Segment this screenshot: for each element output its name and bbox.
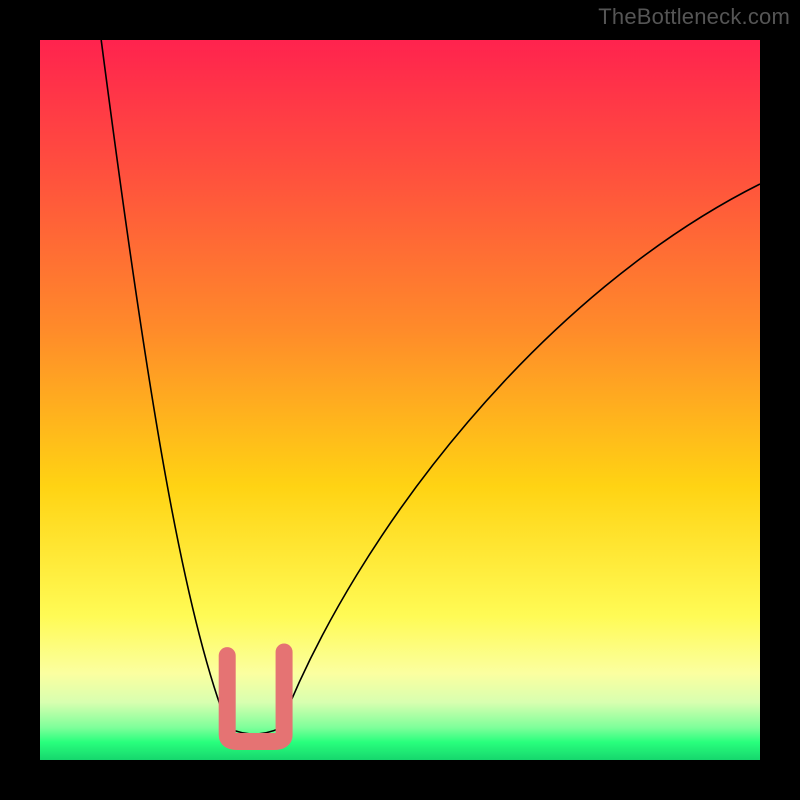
bottleneck-chart xyxy=(0,0,800,800)
stage: TheBottleneck.com xyxy=(0,0,800,800)
plot-background xyxy=(40,40,760,760)
watermark-text: TheBottleneck.com xyxy=(598,4,790,30)
